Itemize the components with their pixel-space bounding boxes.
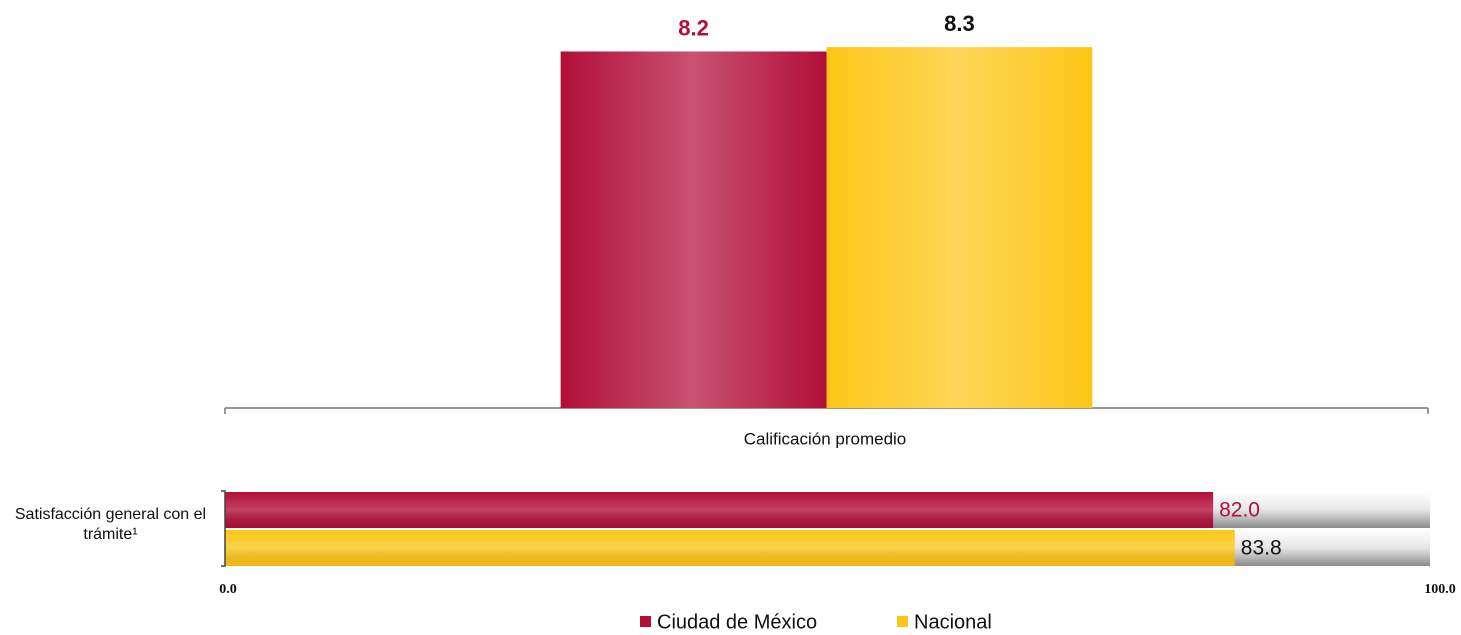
legend-label: Ciudad de México: [657, 611, 817, 633]
y-category-label: Satisfacción general con el trámite¹: [14, 506, 207, 543]
bar-shine: [225, 492, 1214, 528]
legend-swatch: [640, 616, 651, 627]
bar-shine: [826, 47, 1093, 409]
data-label: 83.8: [1241, 537, 1282, 560]
bar-shine: [225, 530, 1235, 566]
data-label: 8.2: [678, 15, 709, 40]
bar-shine: [560, 51, 827, 408]
y-axis-bracket: [221, 490, 226, 567]
x-category-label: Calificación promedio: [744, 429, 907, 448]
x-tick-label: 100.0: [1424, 582, 1456, 597]
x-tick-label: 0.0: [219, 582, 237, 597]
data-label: 8.3: [944, 11, 975, 36]
data-label: 82.0: [1219, 499, 1260, 522]
legend-swatch: [897, 616, 908, 627]
legend-label: Nacional: [914, 611, 992, 633]
